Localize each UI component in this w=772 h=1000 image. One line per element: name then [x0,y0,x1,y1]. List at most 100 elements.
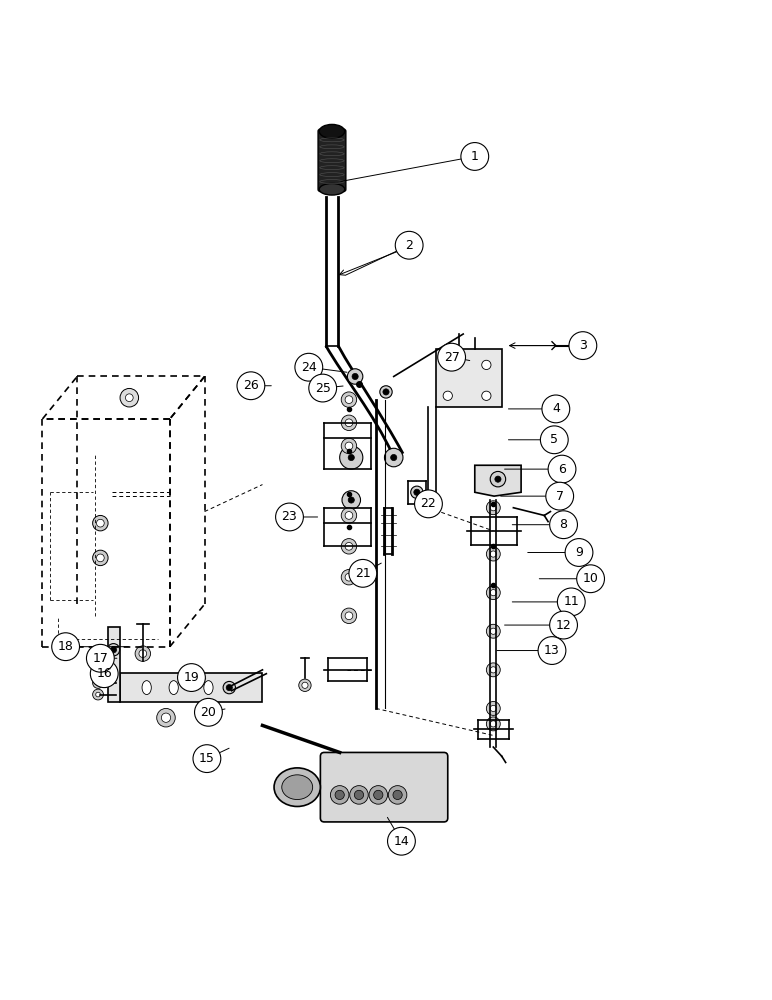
Circle shape [96,692,100,697]
Circle shape [538,637,566,664]
Circle shape [226,685,232,691]
Circle shape [577,565,604,593]
Circle shape [348,497,354,503]
Circle shape [341,438,357,454]
Circle shape [125,394,133,402]
Circle shape [486,586,500,600]
Circle shape [414,489,420,495]
Text: 21: 21 [355,567,371,580]
Text: 27: 27 [444,351,459,364]
Circle shape [482,391,491,400]
Circle shape [93,689,103,700]
Circle shape [345,512,353,519]
Text: 3: 3 [579,339,587,352]
Text: 11: 11 [564,595,579,608]
Text: 16: 16 [96,667,112,680]
Text: 10: 10 [583,572,598,585]
Circle shape [540,426,568,454]
Circle shape [120,388,139,407]
Circle shape [393,790,402,800]
Circle shape [461,143,489,170]
Circle shape [341,608,357,624]
Circle shape [345,419,353,427]
Ellipse shape [142,681,151,695]
Circle shape [557,588,585,616]
Circle shape [86,644,114,672]
Circle shape [161,713,171,722]
Ellipse shape [319,124,344,138]
Circle shape [490,721,496,727]
Circle shape [341,508,357,523]
Circle shape [354,790,364,800]
Circle shape [548,455,576,483]
Circle shape [415,490,442,518]
Text: 7: 7 [556,490,564,503]
Circle shape [90,660,118,688]
Text: 19: 19 [184,671,199,684]
Circle shape [345,542,353,550]
Circle shape [486,717,500,731]
Circle shape [369,786,388,804]
Text: 5: 5 [550,433,558,446]
Text: 13: 13 [544,644,560,657]
Circle shape [178,664,205,691]
Circle shape [490,471,506,487]
Circle shape [490,667,496,673]
Circle shape [486,501,500,515]
Circle shape [237,372,265,400]
Circle shape [299,679,311,691]
Circle shape [52,633,80,661]
Circle shape [335,790,344,800]
Circle shape [93,515,108,531]
Circle shape [193,745,221,773]
Ellipse shape [274,768,320,806]
Text: 8: 8 [560,518,567,531]
Circle shape [486,624,500,638]
Circle shape [107,644,120,656]
Text: 20: 20 [201,706,216,719]
Ellipse shape [169,681,178,695]
Circle shape [380,386,392,398]
Ellipse shape [282,775,313,800]
Circle shape [495,476,501,482]
Text: 9: 9 [575,546,583,559]
Circle shape [388,786,407,804]
Circle shape [302,682,308,688]
Ellipse shape [319,183,344,195]
Circle shape [388,827,415,855]
Circle shape [157,708,175,727]
Circle shape [395,231,423,259]
Text: 17: 17 [93,652,108,665]
Text: 4: 4 [552,402,560,415]
Circle shape [309,374,337,402]
Circle shape [486,701,500,715]
Circle shape [96,681,100,685]
Circle shape [340,446,363,469]
Text: 24: 24 [301,361,317,374]
Circle shape [348,454,354,461]
Circle shape [542,395,570,423]
Text: 15: 15 [199,752,215,765]
Circle shape [490,551,496,557]
Circle shape [391,454,397,461]
Circle shape [223,681,235,694]
Polygon shape [475,465,521,496]
Circle shape [550,511,577,539]
Circle shape [486,547,500,561]
Circle shape [490,505,496,511]
Circle shape [345,442,353,450]
FancyBboxPatch shape [318,129,346,192]
Text: 25: 25 [315,382,330,395]
Circle shape [347,369,363,384]
Circle shape [565,539,593,566]
Circle shape [350,786,368,804]
Circle shape [93,550,108,566]
Text: 23: 23 [282,510,297,523]
Ellipse shape [204,681,213,695]
Circle shape [383,389,389,395]
Text: 14: 14 [394,835,409,848]
Circle shape [195,698,222,726]
Circle shape [411,486,423,498]
Circle shape [345,573,353,581]
Text: 26: 26 [243,379,259,392]
